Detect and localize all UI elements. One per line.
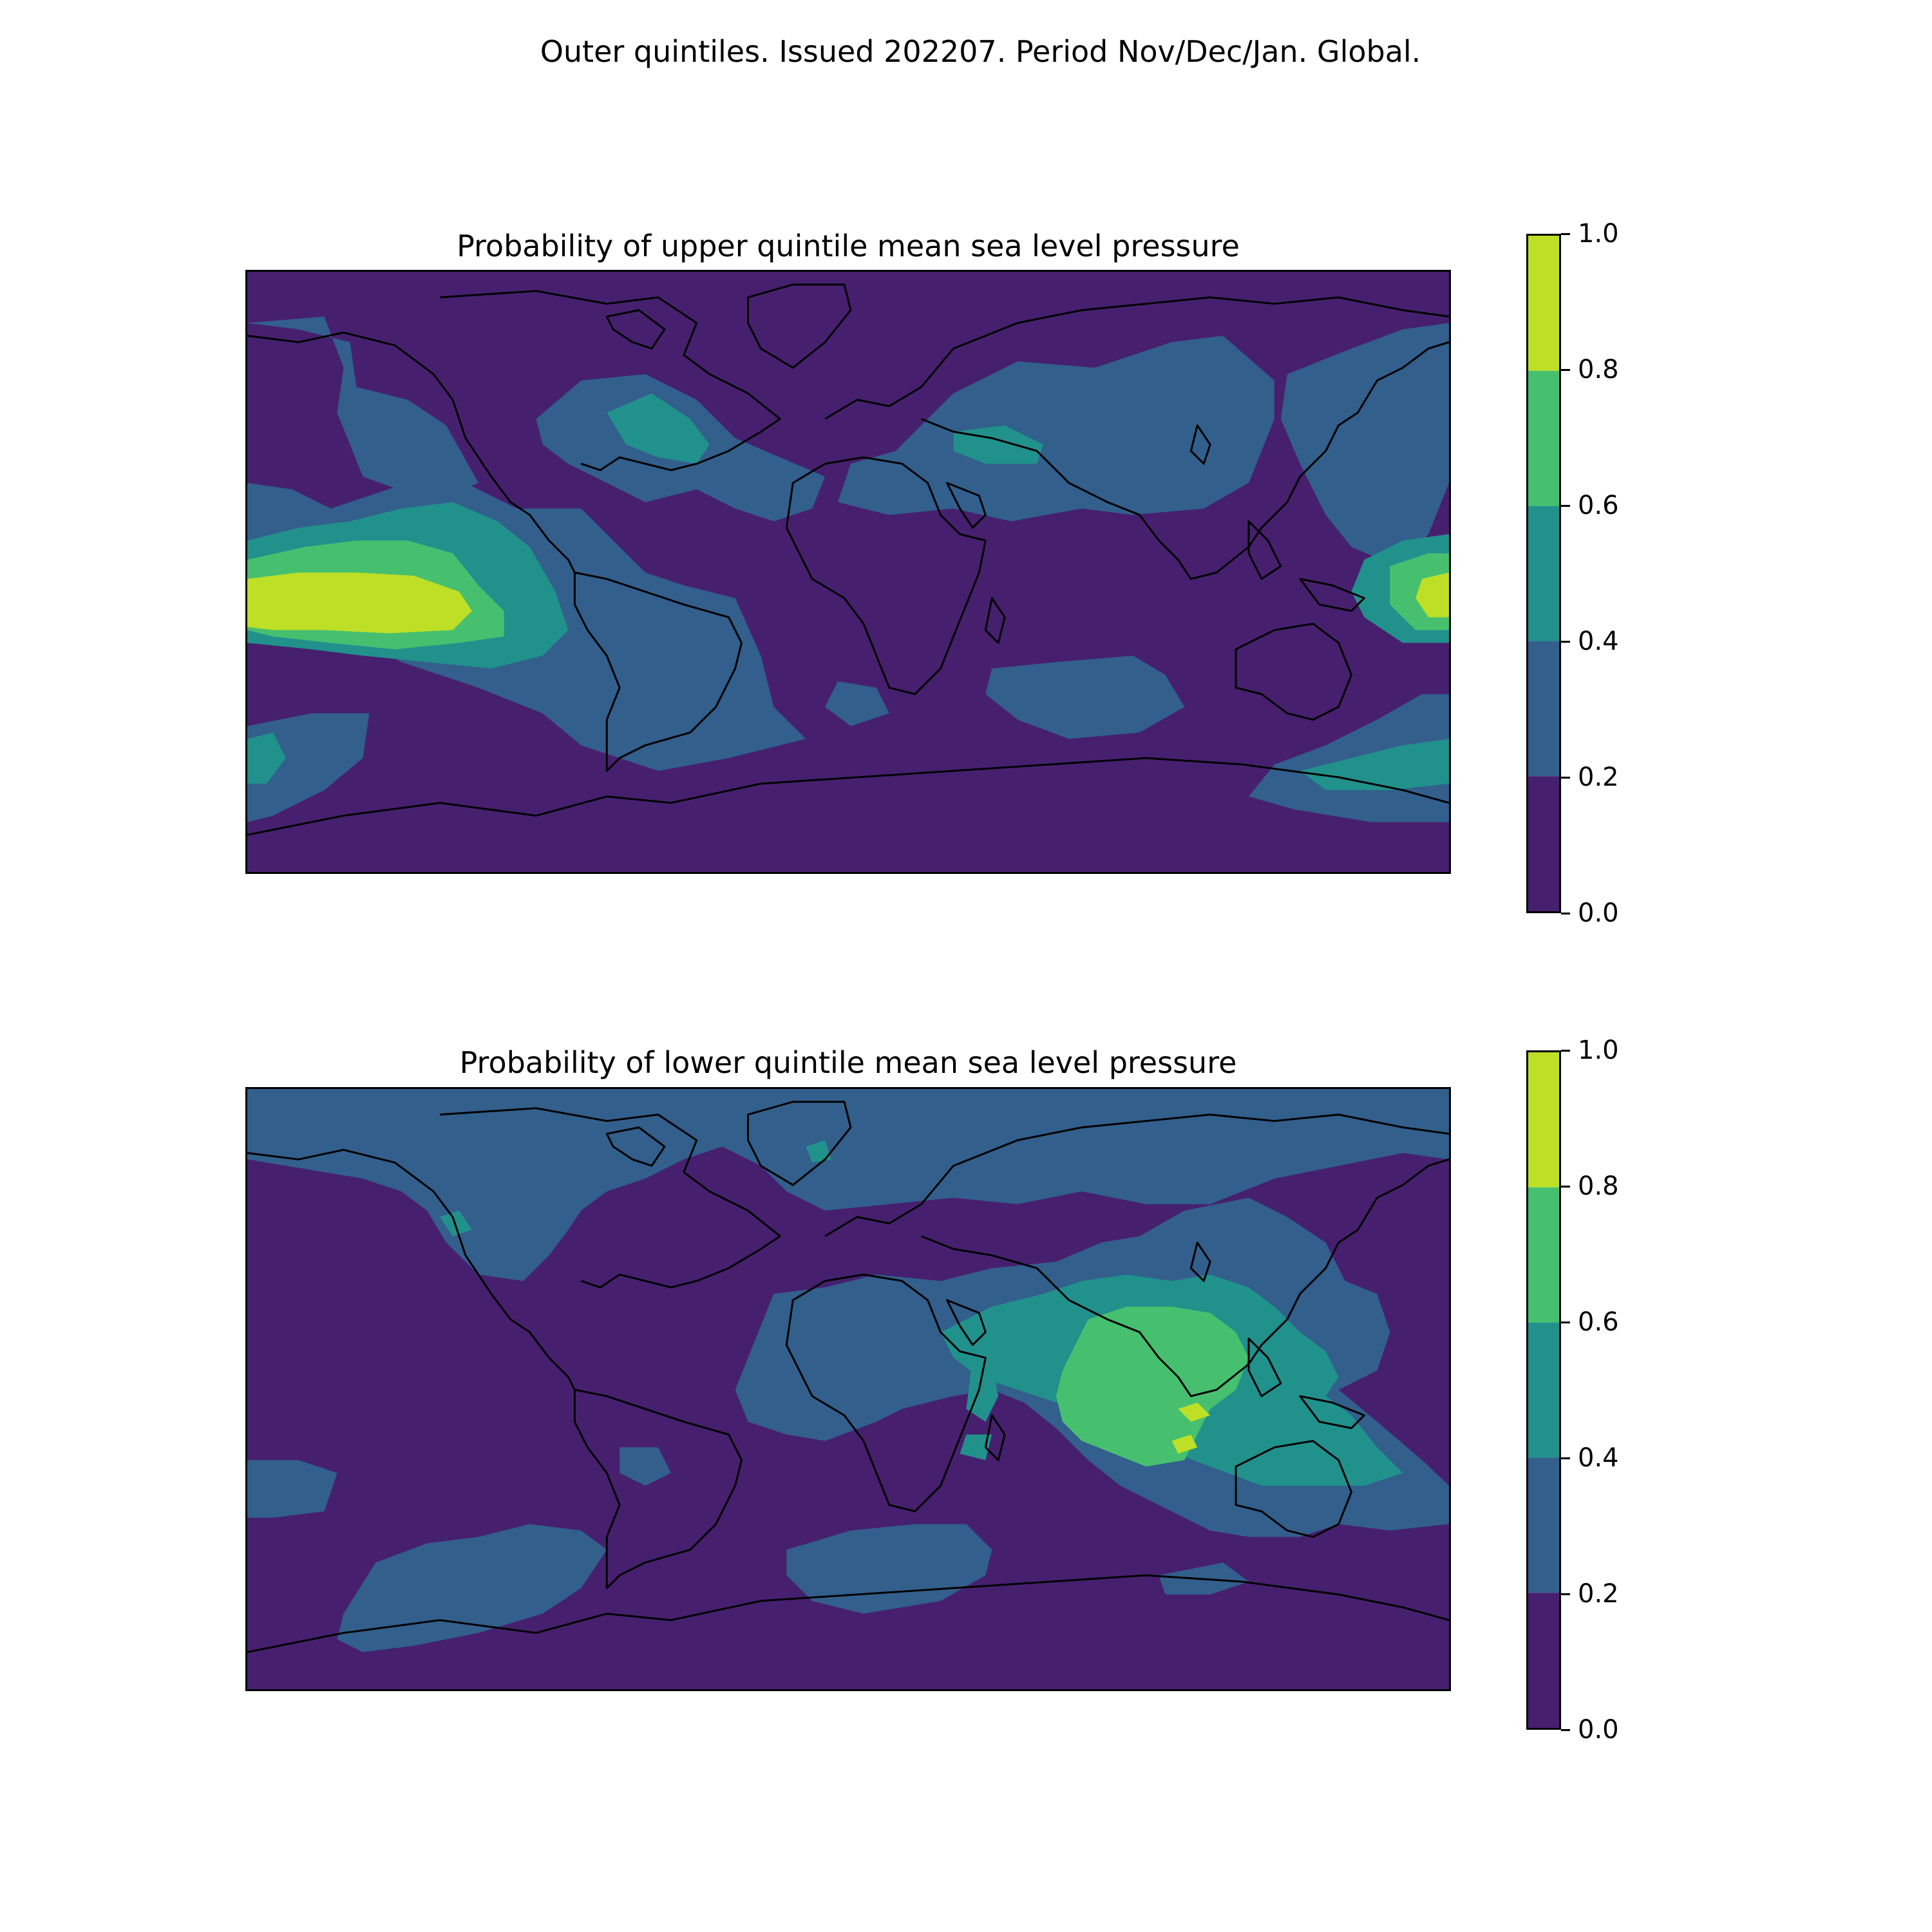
upper-cbar-tick: [1561, 641, 1570, 643]
upper-cbar-tick-label: 0.6: [1578, 491, 1619, 520]
upper-cbar-segment-0.6: [1528, 370, 1559, 506]
upper-cbar-tick: [1561, 369, 1570, 371]
lower-cbar-segment-0.0: [1528, 1593, 1559, 1728]
upper-cbar-tick: [1561, 505, 1570, 507]
lower-cbar-tick-label: 1.0: [1578, 1036, 1619, 1065]
lower-cbar-tick-label: 0.4: [1578, 1443, 1619, 1473]
lower-cbar-tick-label: 0.0: [1578, 1715, 1619, 1745]
upper-map-svg: [247, 272, 1449, 872]
upper-cbar-tick: [1561, 233, 1570, 235]
upper-cbar-tick-label: 0.2: [1578, 762, 1619, 792]
lower-cbar-tick-label: 0.6: [1578, 1307, 1619, 1337]
lower-panel-title: Probability of lower quintile mean sea l…: [459, 1045, 1237, 1080]
lower-cbar-segment-0.4: [1528, 1322, 1559, 1458]
upper-cbar-tick-label: 0.0: [1578, 898, 1619, 928]
lower-colorbar-svg: [1528, 1052, 1559, 1728]
upper-level-0.8-regions: [247, 572, 1449, 634]
upper-colorbar: [1526, 234, 1561, 913]
lower-cbar-tick: [1561, 1593, 1570, 1595]
lower-cbar-tick: [1561, 1321, 1570, 1323]
lower-cbar-tick: [1561, 1457, 1570, 1459]
upper-cbar-tick-label: 0.4: [1578, 627, 1619, 656]
upper-cbar-segment-0.4: [1528, 506, 1559, 641]
lower-quintile-map: [245, 1087, 1451, 1691]
upper-cbar-segment-0.8: [1528, 236, 1559, 371]
lower-cbar-tick-label: 0.2: [1578, 1579, 1619, 1609]
lower-level-0.8-regions: [1171, 1402, 1211, 1454]
upper-cbar-segment-0.2: [1528, 641, 1559, 777]
lower-cbar-segment-0.8: [1528, 1052, 1559, 1188]
upper-cbar-tick-label: 1.0: [1578, 219, 1619, 249]
lower-cbar-segment-0.2: [1528, 1457, 1559, 1593]
lower-map-svg: [247, 1089, 1449, 1689]
lower-colorbar: [1526, 1050, 1561, 1730]
lower-cbar-tick-label: 0.8: [1578, 1171, 1619, 1201]
upper-cbar-tick-label: 0.8: [1578, 355, 1619, 384]
lower-cbar-segment-0.6: [1528, 1187, 1559, 1323]
lower-level-0.6-regions: [1056, 1306, 1249, 1467]
lower-coastlines: [247, 1101, 1449, 1653]
upper-cbar-tick: [1561, 777, 1570, 779]
figure-suptitle: Outer quintiles. Issued 202207. Period N…: [540, 34, 1421, 69]
upper-panel-title: Probability of upper quintile mean sea l…: [457, 229, 1240, 263]
lower-cbar-tick: [1561, 1186, 1570, 1188]
upper-cbar-tick: [1561, 913, 1570, 914]
lower-cbar-tick: [1561, 1729, 1570, 1731]
upper-cbar-segment-0.0: [1528, 776, 1559, 911]
upper-coastlines: [247, 283, 1449, 836]
upper-quintile-map: [245, 270, 1451, 874]
lower-cbar-tick: [1561, 1050, 1570, 1052]
upper-colorbar-svg: [1528, 236, 1559, 911]
